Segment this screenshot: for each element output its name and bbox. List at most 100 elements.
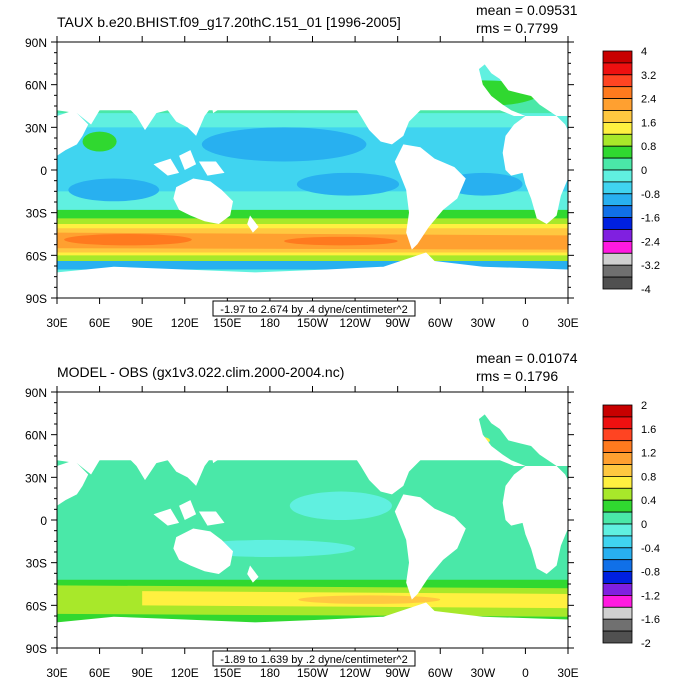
colorbar-label: -3.2 <box>641 260 660 272</box>
lon-label: 30E <box>46 666 67 680</box>
colorbar-label: 0.4 <box>641 495 656 507</box>
colorbar-label: -0.4 <box>641 543 660 555</box>
lon-label: 0 <box>522 316 529 330</box>
lat-label: 0 <box>40 164 47 178</box>
lat-label: 90N <box>25 386 47 400</box>
colorbar-swatch <box>602 205 633 218</box>
colorbar-swatch <box>602 452 633 465</box>
lon-label: 120W <box>339 666 371 680</box>
colorbar-label: -1.2 <box>641 590 660 602</box>
lon-label: 30E <box>557 666 578 680</box>
lon-label: 30E <box>557 316 578 330</box>
colorbar-swatch <box>602 511 633 525</box>
panel-1: TAUX b.e20.BHIST.f09_g17.20thC.151_01 [1… <box>25 2 660 330</box>
lon-label: 150W <box>297 666 329 680</box>
lon-label: 60E <box>89 666 110 680</box>
lat-label: 30S <box>26 207 47 221</box>
colorbar-label: -2.4 <box>641 236 660 248</box>
lon-label: 150E <box>213 666 241 680</box>
lon-label: 0 <box>522 666 529 680</box>
colorbar-swatch <box>602 276 633 290</box>
lon-label: 180 <box>260 316 280 330</box>
colorbar-swatch <box>602 595 633 608</box>
colorbar-label: 1.6 <box>641 424 656 436</box>
panel-1-map <box>57 42 568 298</box>
panel-2-rms: rms = 0.1796 <box>476 368 558 384</box>
colorbar-swatch <box>602 157 633 171</box>
colorbar-label: -2 <box>641 638 651 650</box>
colorbar-swatch <box>602 240 633 254</box>
colorbar-swatch <box>602 74 633 88</box>
panel-2-axes: 90N 60N 30N 0 30S 60S 90S 30E 60E 90E 120E 150E 180 1… <box>25 386 579 680</box>
colorbar-label: 1.6 <box>641 117 656 129</box>
colorbar-swatch <box>602 229 633 242</box>
colorbar-label: 3.2 <box>641 70 656 82</box>
colorbar-label: -0.8 <box>641 189 660 201</box>
colorbar-swatch <box>602 110 633 123</box>
colorbar-swatch <box>602 181 633 195</box>
lon-label: 90W <box>385 316 410 330</box>
lat-label: 60N <box>25 79 47 93</box>
colorbar-label: -0.8 <box>641 567 660 579</box>
colorbar-swatch <box>602 523 633 537</box>
lat-label: 60N <box>25 429 47 443</box>
colorbar-swatch <box>602 571 633 584</box>
colorbar-swatch <box>602 50 633 64</box>
lat-label: 30N <box>25 471 47 485</box>
panel-1-range-note: -1.97 to 2.674 by .4 dyne/centimeter^2 <box>220 304 407 316</box>
colorbar-swatch <box>602 122 633 135</box>
lat-label: 90S <box>26 292 47 306</box>
lon-label: 150W <box>297 316 329 330</box>
colorbar-label: 0 <box>641 519 647 531</box>
colorbar-swatch <box>602 416 633 430</box>
colorbar-swatch <box>602 487 633 501</box>
lon-label: 30W <box>470 666 495 680</box>
lon-label: 30W <box>470 316 495 330</box>
colorbar-label: 0.8 <box>641 141 656 153</box>
lon-label: 90E <box>131 666 152 680</box>
colorbar-swatch <box>602 252 633 266</box>
colorbar-swatch <box>602 535 633 549</box>
lon-label: 90W <box>385 666 410 680</box>
colorbar-swatch <box>602 475 633 489</box>
colorbar-swatch <box>602 169 633 183</box>
lon-label: 120W <box>339 316 371 330</box>
colorbar-swatch <box>602 217 633 230</box>
panel-2-colorbar: 2 1.6 1.2 0.8 0.4 0 -0.4 -0.8 -1.2 -1.6 -2 <box>602 400 660 650</box>
colorbar-swatch <box>602 98 633 111</box>
colorbar-swatch <box>602 86 633 99</box>
panel-2-title: MODEL - OBS (gx1v3.022.clim.2000-2004.nc… <box>57 364 344 380</box>
lat-label: 0 <box>40 514 47 528</box>
colorbar-swatch <box>602 428 633 442</box>
colorbar-label: 2.4 <box>641 94 656 106</box>
colorbar-swatch <box>602 618 633 632</box>
panel-1-colorbar: 4 3.2 2.4 1.6 0.8 0 -0.8 -1.6 -2.4 -3.2 -4 <box>602 46 660 296</box>
colorbar-swatch <box>602 606 633 620</box>
panel-2-map <box>57 392 568 648</box>
colorbar-swatch <box>602 547 633 561</box>
colorbar-swatch <box>602 145 633 159</box>
lon-label: 180 <box>260 666 280 680</box>
colorbar-swatch <box>602 404 633 418</box>
colorbar-label: -4 <box>641 284 651 296</box>
colorbar-swatch <box>602 264 633 278</box>
lat-label: 60S <box>26 249 47 263</box>
colorbar-label: 0.8 <box>641 471 656 483</box>
panel-1-axes: 90N 60N 30N 0 30S 60S 90S 30E 60E 90E 120E 150E 180 1… <box>25 36 579 330</box>
colorbar-label: 0 <box>641 165 647 177</box>
lat-label: 30N <box>25 121 47 135</box>
panel-2-mean: mean = 0.01074 <box>476 350 578 366</box>
lon-label: 120E <box>171 316 199 330</box>
colorbar-swatch <box>602 559 633 573</box>
colorbar-swatch <box>602 193 633 207</box>
colorbar-swatch <box>602 440 633 454</box>
lon-label: 120E <box>171 666 199 680</box>
colorbar-label: 4 <box>641 46 647 58</box>
colorbar-swatch <box>602 499 633 513</box>
colorbar-label: -1.6 <box>641 213 660 225</box>
colorbar-swatch <box>602 583 633 596</box>
panel-2-range-note: -1.89 to 1.639 by .2 dyne/centimeter^2 <box>220 654 407 666</box>
lon-label: 60E <box>89 316 110 330</box>
lon-label: 30E <box>46 316 67 330</box>
lat-label: 90S <box>26 642 47 656</box>
